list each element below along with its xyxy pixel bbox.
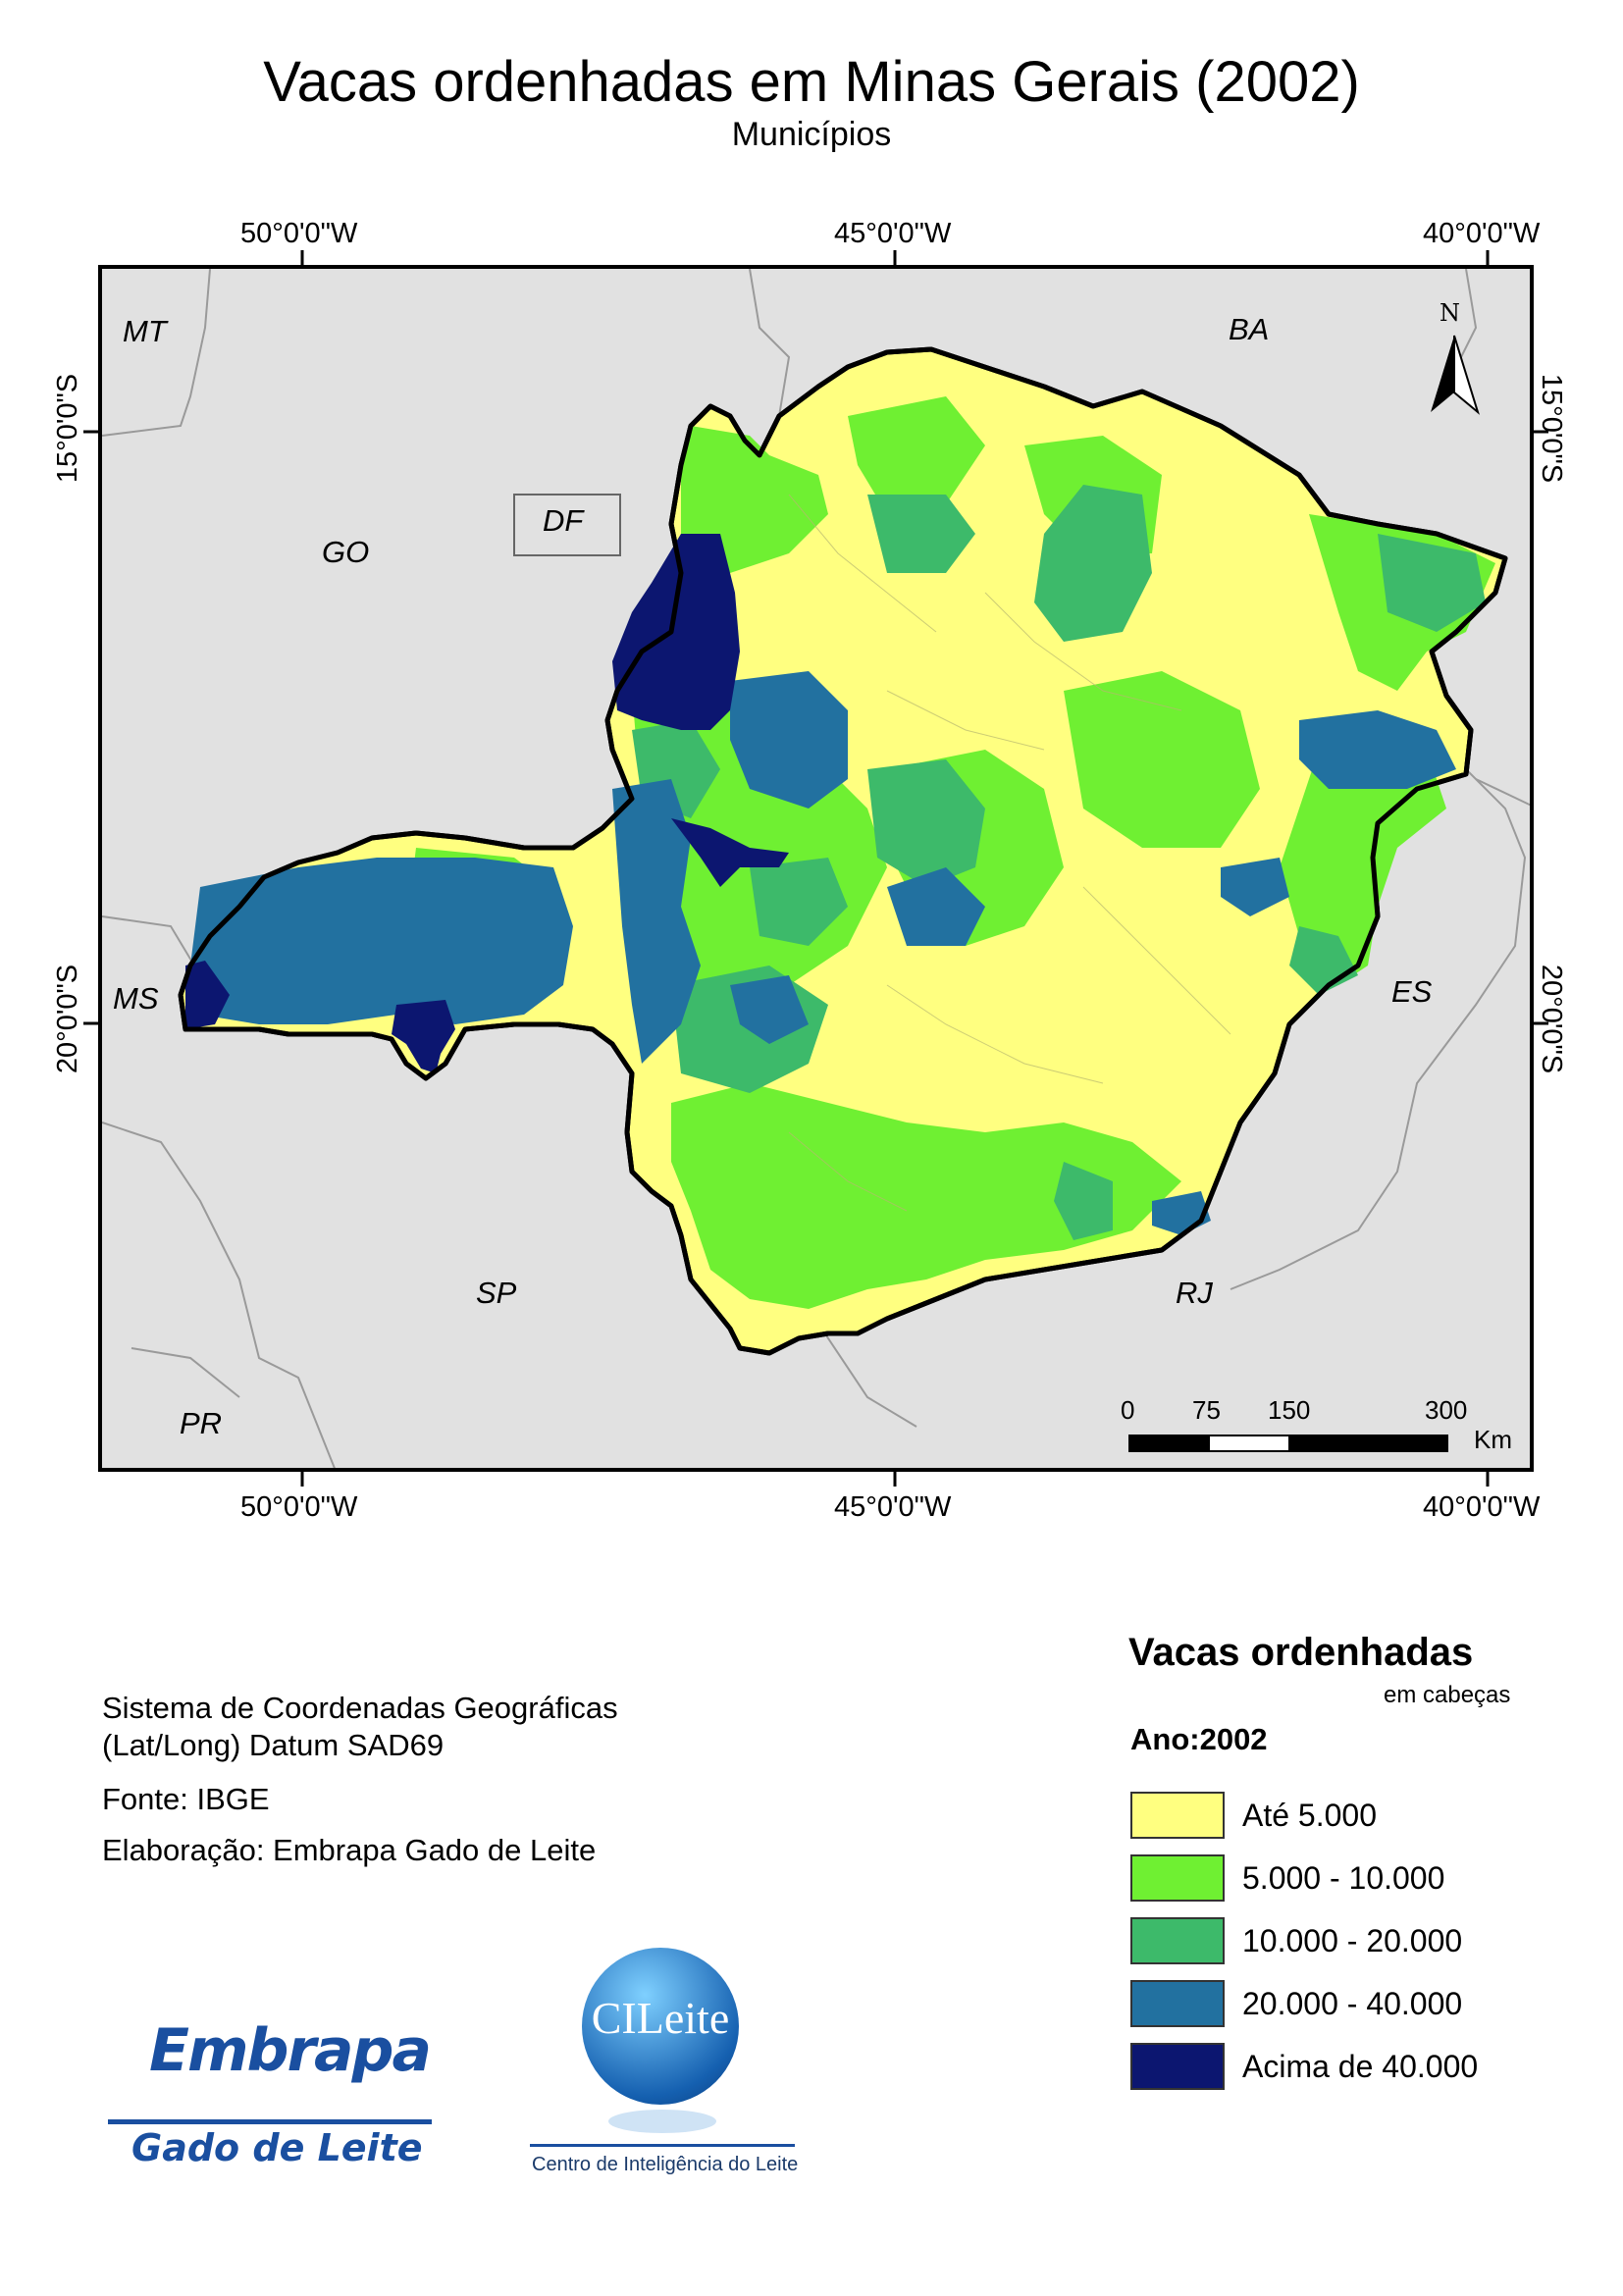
legend-label: 20.000 - 40.000 <box>1242 1985 1463 2021</box>
region-class5-northwest <box>612 534 740 730</box>
state-label-go: GO <box>322 535 370 569</box>
region-class4-centralwest <box>612 779 701 1064</box>
state-label-mt: MT <box>123 314 167 348</box>
state-label-sp: SP <box>476 1276 517 1310</box>
lon-label-top-40: 40°0'0"W <box>1423 218 1541 249</box>
region-class2-centraleast <box>1064 671 1260 848</box>
state-label-rj: RJ <box>1176 1276 1213 1310</box>
legend-swatch <box>1130 1854 1225 1902</box>
region-class5-westtip <box>185 961 230 1029</box>
region-class3-central2 <box>750 858 848 946</box>
region-class3-center <box>867 759 985 887</box>
embrapa-divider <box>108 2119 432 2124</box>
cileite-reflection <box>608 2110 716 2133</box>
legend-title: Vacas ordenhadas <box>1128 1631 1474 1674</box>
cileite-subtitle: Centro de Inteligência do Leite <box>532 2154 799 2175</box>
region-class4-northwest <box>730 671 848 809</box>
region-class4-west <box>190 858 573 1024</box>
scale-tick-0: 0 <box>1121 1395 1135 1425</box>
lon-label-bottom-45: 45°0'0"W <box>834 1491 952 1523</box>
region-class4-east <box>1299 710 1456 789</box>
legend-swatch <box>1130 1792 1225 1839</box>
coord-system-line1: Sistema de Coordenadas Geográficas <box>102 1691 618 1725</box>
state-label-pr: PR <box>180 1406 223 1440</box>
map-subtitle: Municípios <box>731 116 892 153</box>
cileite-divider <box>530 2144 795 2147</box>
north-label: N <box>1440 299 1460 327</box>
region-class2-south <box>671 1083 1181 1309</box>
class-regions <box>185 396 1495 1309</box>
embrapa-wordmark: Embrapa <box>149 2016 432 2085</box>
legend-label: 5.000 - 10.000 <box>1242 1859 1445 1896</box>
cileite-globe-icon <box>582 1948 739 2105</box>
lon-label-top-45: 45°0'0"W <box>834 218 952 249</box>
cileite-logo: CILeite Centro de Inteligência do Leite <box>530 1948 805 2193</box>
graticule-ticks <box>83 250 1548 1487</box>
region-class4-eastmid <box>1221 858 1289 916</box>
region-class3-north <box>867 495 975 573</box>
coord-system-line2: (Lat/Long) Datum SAD69 <box>102 1728 445 1762</box>
lon-label-bottom-40: 40°0'0"W <box>1423 1491 1541 1523</box>
region-class5-central <box>671 818 789 887</box>
legend-unit: em cabeças <box>1384 1682 1511 1708</box>
state-label-ba: BA <box>1229 312 1270 346</box>
legend-label: 10.000 - 20.000 <box>1242 1922 1463 1958</box>
scale-tick-150: 150 <box>1268 1395 1311 1425</box>
legend-label: Acima de 40.000 <box>1242 2048 1479 2084</box>
legend-item-class1: Até 5.000 <box>1130 1791 1377 1840</box>
region-class5-southwest <box>392 1000 455 1073</box>
legend-swatch <box>1130 1980 1225 2027</box>
lon-label-bottom-50: 50°0'0"W <box>240 1491 358 1523</box>
legend-label: Até 5.000 <box>1242 1797 1377 1833</box>
scale-tick-75: 75 <box>1192 1395 1221 1425</box>
legend-swatch <box>1130 1917 1225 1964</box>
df-boundary <box>513 494 621 556</box>
map-canvas <box>102 269 1530 1468</box>
legend-year: Ano:2002 <box>1130 1722 1268 1756</box>
lon-label-top-50: 50°0'0"W <box>240 218 358 249</box>
region-class2-northcentral <box>848 396 985 514</box>
legend-item-class5: Acima de 40.000 <box>1130 2042 1478 2091</box>
embrapa-logo: Embrapa Gado de Leite <box>108 2016 456 2188</box>
municipality-boundaries <box>788 494 1231 1212</box>
mg-state-outline <box>178 346 1508 1356</box>
region-class3-ne <box>1378 534 1486 632</box>
legend-item-class4: 20.000 - 40.000 <box>1130 1979 1462 2028</box>
map-frame <box>98 265 1534 1472</box>
scale-unit: Km <box>1474 1425 1512 1454</box>
region-class4-small <box>730 975 809 1044</box>
state-label-es: ES <box>1391 974 1433 1009</box>
legend-swatch <box>1130 2043 1225 2090</box>
scale-bar <box>1128 1435 1448 1452</box>
region-class3-ncentral <box>1034 485 1152 642</box>
source-text: Fonte: IBGE <box>102 1782 270 1816</box>
author-text: Elaboração: Embrapa Gado de Leite <box>102 1833 597 1867</box>
region-class3-south <box>1054 1162 1113 1240</box>
scale-tick-300: 300 <box>1425 1395 1468 1425</box>
legend-item-class3: 10.000 - 20.000 <box>1130 1916 1462 1965</box>
legend-item-class2: 5.000 - 10.000 <box>1130 1853 1444 1903</box>
state-label-df: DF <box>543 503 584 538</box>
region-class4-central <box>887 867 985 946</box>
embrapa-subtitle: Gado de Leite <box>131 2126 423 2169</box>
cileite-wordmark: CILeite <box>591 1993 730 2043</box>
region-class2-east <box>1280 750 1446 985</box>
map-title: Vacas ordenhadas em Minas Gerais (2002) <box>263 50 1360 114</box>
state-label-ms: MS <box>113 981 159 1016</box>
north-arrow-icon <box>1431 335 1480 415</box>
